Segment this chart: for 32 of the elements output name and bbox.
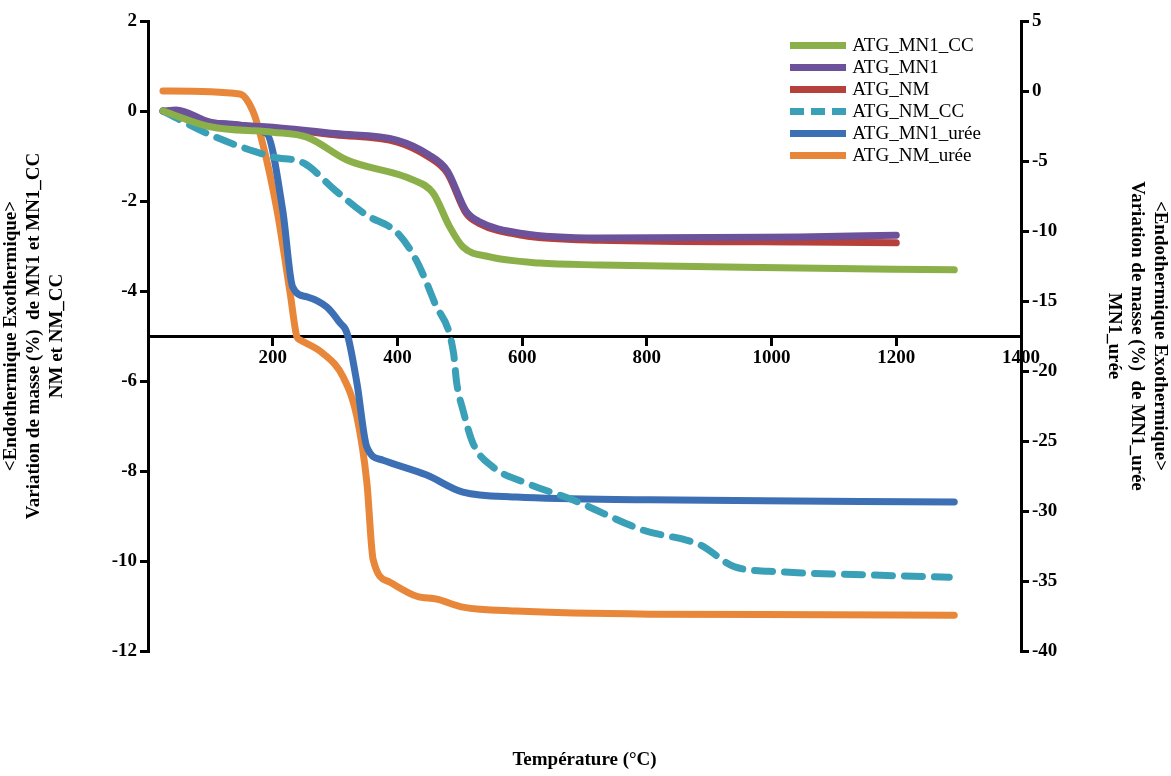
x-tick-label: 400	[383, 346, 412, 368]
x-tick-label: 200	[258, 346, 287, 368]
y2-tick-label: 5	[1032, 8, 1042, 30]
y2-tick-label: -15	[1032, 288, 1058, 310]
legend-label: ATG_NM_urée	[852, 144, 972, 166]
y-axis-title: <Endothermique Exothermique> Variation de masse (%) de MN1 et MN1_CC NM et NM_CC	[0, 152, 66, 520]
y-tick-label: -6	[121, 368, 137, 390]
y2-tick-label: -5	[1032, 148, 1048, 170]
x-tick-label: 1200	[877, 346, 916, 368]
y-tick-label: -10	[111, 548, 137, 570]
legend-label: ATG_MN1_urée	[852, 122, 981, 144]
x-tick-label: 1000	[752, 346, 791, 368]
y2-axis-title: <Endothermique Exothermique> Variation de masse (%) de MN1_urée MN1_urée	[1105, 181, 1171, 491]
y-tick-label: -12	[111, 638, 137, 660]
x-axis-title: Température (°C)	[512, 747, 657, 770]
legend-label: ATG_MN1_CC	[852, 34, 974, 56]
y-tick-label: 2	[127, 8, 137, 30]
y2-tick-label: -40	[1032, 638, 1058, 660]
x-tick-label: 600	[507, 346, 537, 368]
y2-tick-label: -25	[1032, 428, 1058, 450]
y-tick-label: 0	[127, 98, 137, 120]
legend-label: ATG_NM_CC	[852, 100, 965, 122]
y-tick-label: -2	[121, 188, 137, 210]
legend-label: ATG_NM	[852, 78, 930, 100]
y2-tick-label: 0	[1032, 78, 1042, 100]
x-tick-label: 800	[632, 346, 662, 368]
y-tick-label: -4	[121, 278, 138, 300]
legend-label: ATG_MN1	[852, 56, 939, 78]
y2-tick-label: -30	[1032, 498, 1058, 520]
y-tick-label: -8	[121, 458, 137, 480]
y2-tick-label: -35	[1032, 568, 1058, 590]
y2-tick-label: -10	[1032, 218, 1058, 240]
